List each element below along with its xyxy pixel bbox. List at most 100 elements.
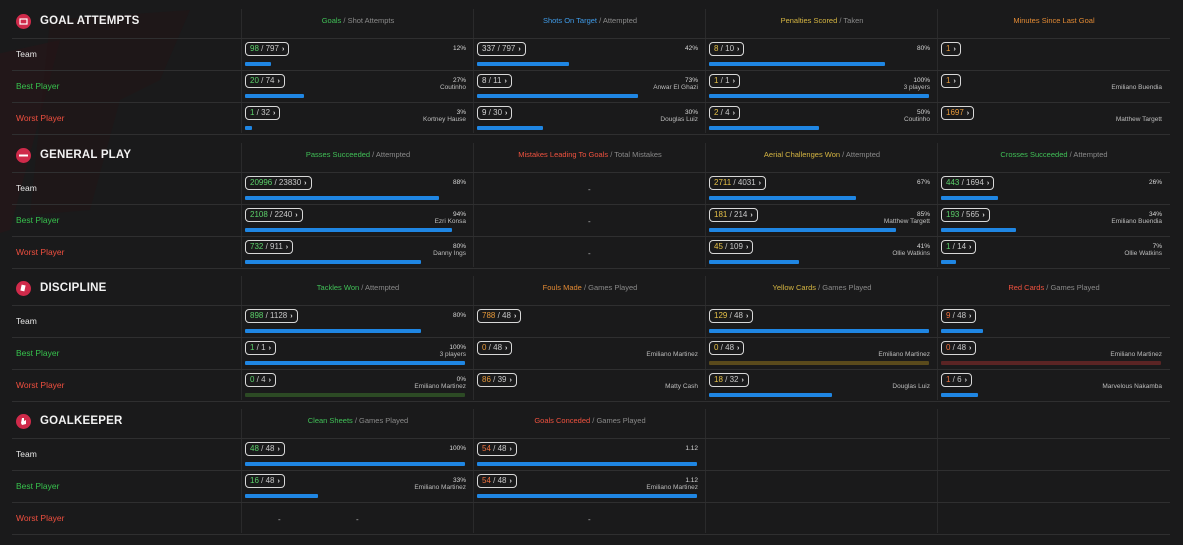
progress-bar <box>709 393 832 397</box>
column-header: Crosses Succeeded / Attempted <box>938 150 1170 159</box>
column-divider <box>937 276 938 400</box>
stat-denominator: 39 <box>497 375 507 384</box>
stat-percentage: 85% <box>916 211 930 218</box>
stat-value-button[interactable]: 54 / 48 › <box>477 442 517 456</box>
stat-numerator: 8 <box>714 44 719 53</box>
stat-separator: / <box>272 178 279 187</box>
section-title: DISCIPLINE <box>40 282 107 294</box>
stat-value-button[interactable]: 2108 / 2240 › <box>245 208 303 222</box>
stat-value-button[interactable]: 0 / 48 › <box>709 341 745 355</box>
stat-cell: 1 / 1 › 100% 3 players <box>242 338 474 369</box>
stat-value-button[interactable]: 443 / 1694 › <box>941 176 995 190</box>
stat-value-button[interactable]: 2711 / 4031 › <box>709 176 767 190</box>
stat-separator: / <box>950 311 958 320</box>
chevron-right-icon: › <box>732 78 735 85</box>
stat-value-button[interactable]: 1 › <box>941 74 961 88</box>
stat-separator: / <box>727 210 735 219</box>
stat-numerator: 181 <box>714 210 728 219</box>
stat-value-button[interactable]: 9 / 48 › <box>941 309 977 323</box>
stat-percentage: 50% <box>916 109 930 116</box>
chevron-right-icon: › <box>953 46 956 53</box>
progress-bar <box>709 329 929 333</box>
stat-value-button[interactable]: 0 / 48 › <box>941 341 977 355</box>
stat-value-button[interactable]: 1 / 1 › <box>245 341 276 355</box>
column-header: Minutes Since Last Goal <box>938 16 1170 25</box>
stat-value-button[interactable]: 1 › <box>941 42 961 56</box>
stat-value-button[interactable]: 16 / 48 › <box>245 474 285 488</box>
chevron-right-icon: › <box>290 313 293 320</box>
column-divider <box>241 9 242 133</box>
stat-value-button[interactable]: 732 / 911 › <box>245 240 294 254</box>
stat-value-button[interactable]: 1 / 1 › <box>709 74 740 88</box>
stat-cell: 0 / 48 › Emiliano Martinez <box>938 338 1170 369</box>
stat-value-button[interactable]: 20996 / 23830 › <box>245 176 312 190</box>
stat-value-button[interactable]: 8 / 10 › <box>709 42 745 56</box>
stat-cell: 45 / 109 › 41% Ollie Watkins <box>706 237 938 268</box>
stat-value-button[interactable]: 129 / 48 › <box>709 309 754 323</box>
stat-numerator: 8 <box>482 76 487 85</box>
stat-separator: / <box>718 343 726 352</box>
column-denominator: / Taken <box>837 16 864 25</box>
stat-denominator: 48 <box>497 476 507 485</box>
stat-value-button[interactable]: 18 / 32 › <box>709 373 749 387</box>
stat-value-button[interactable]: 98 / 797 › <box>245 42 290 56</box>
row-divider <box>12 236 1170 237</box>
stat-value-button[interactable]: 45 / 109 › <box>709 240 754 254</box>
stat-value-button[interactable]: 1 / 14 › <box>941 240 977 254</box>
stat-value-button[interactable]: 48 / 48 › <box>245 442 285 456</box>
stat-cell: 18 / 32 › Douglas Luiz <box>706 370 938 401</box>
stat-value-button[interactable]: 20 / 74 › <box>245 74 285 88</box>
chevron-right-icon: › <box>969 244 972 251</box>
chevron-right-icon: › <box>966 110 970 117</box>
empty-value: - <box>588 217 591 226</box>
stat-value-button[interactable]: 0 / 4 › <box>245 373 276 387</box>
stat-value-button[interactable]: 1 / 6 › <box>941 373 972 387</box>
stat-percentage: 100% <box>449 344 466 351</box>
stat-numerator: 1 <box>946 375 951 384</box>
player-name: Coutinho <box>439 84 466 91</box>
column-metric: Shots On Target <box>542 16 598 25</box>
player-name: Emiliano Martinez <box>646 351 698 358</box>
column-header: Aerial Challenges Won / Attempted <box>706 150 938 159</box>
stat-value-button[interactable]: 54 / 48 › <box>477 474 517 488</box>
player-name: Emiliano Martinez <box>878 351 930 358</box>
player-name: Ollie Watkins <box>892 250 930 257</box>
stat-percentage: 88% <box>452 179 466 186</box>
column-divider <box>705 143 706 267</box>
chevron-right-icon: › <box>509 478 512 485</box>
stat-numerator: 9 <box>946 311 951 320</box>
stat-denominator: 48 <box>493 343 503 352</box>
stat-value-button[interactable]: 0 / 48 › <box>477 341 513 355</box>
section-title: GOALKEEPER <box>40 415 123 427</box>
stat-value-button[interactable]: 9 / 30 › <box>477 106 513 120</box>
column-metric: Minutes Since Last Goal <box>1013 16 1095 25</box>
stat-value-button[interactable]: 2 / 4 › <box>709 106 740 120</box>
progress-bar <box>941 228 1016 232</box>
stat-denominator: 11 <box>493 76 502 85</box>
stat-value-button[interactable]: 788 / 48 › <box>477 309 522 323</box>
stat-value-button[interactable]: 181 / 214 › <box>709 208 758 222</box>
row-divider <box>12 305 1170 306</box>
progress-bar <box>477 62 569 66</box>
stat-value-button[interactable]: 1 / 32 › <box>245 106 281 120</box>
column-denominator: / Shot Attempts <box>341 16 395 25</box>
stat-percentage: 1.12 <box>685 445 698 452</box>
column-metric: Clean Sheets <box>307 416 353 425</box>
stat-value-button[interactable]: 1697 › <box>941 106 975 120</box>
stat-value-button[interactable]: 898 / 1128 › <box>245 309 298 323</box>
progress-bar <box>245 228 452 232</box>
stat-numerator: 48 <box>250 444 259 453</box>
row-label-worst: Worst Player <box>16 380 65 390</box>
stat-value-button[interactable]: 8 / 11 › <box>477 74 512 88</box>
stat-value-button[interactable]: 86 / 39 › <box>477 373 517 387</box>
stat-value-button[interactable]: 337 / 797 › <box>477 42 526 56</box>
section-header-gk: GOALKEEPER Clean Sheets / Games Played Goa… <box>0 406 1183 438</box>
column-denominator: / Games Played <box>590 416 646 425</box>
column-denominator: / Attempted <box>359 283 400 292</box>
stat-value-button[interactable]: 193 / 565 › <box>941 208 990 222</box>
column-denominator: / Attempted <box>370 150 411 159</box>
row-label-worst: Worst Player <box>16 247 65 257</box>
stat-denominator: 48 <box>497 444 507 453</box>
column-divider <box>241 143 242 267</box>
stat-denominator: 48 <box>265 444 275 453</box>
